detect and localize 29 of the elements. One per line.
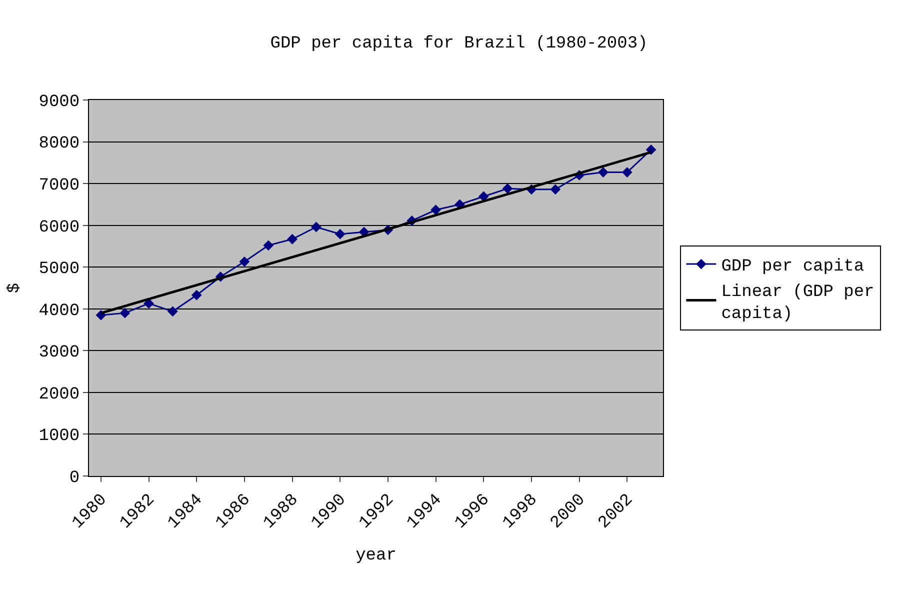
y-tick-label: 8000 [38, 134, 80, 154]
y-tick-label: 2000 [38, 385, 80, 404]
y-tick-label: 4000 [38, 302, 80, 321]
point [502, 183, 513, 194]
point [622, 167, 632, 178]
point [334, 228, 346, 240]
point [168, 306, 178, 317]
y-tick-label: 9000 [38, 92, 80, 112]
legend-label: Linear (GDP per capita) [721, 282, 874, 324]
point [598, 167, 608, 178]
point [550, 184, 561, 195]
point [311, 222, 322, 232]
chart-title: GDP per capita for Brazil (1980-2003) [270, 34, 648, 54]
y-tick-label: 0 [69, 468, 80, 488]
point [263, 240, 274, 251]
y-tick-label: 7000 [38, 176, 80, 196]
x-axis-title: year [356, 546, 396, 566]
point [478, 191, 489, 202]
point [430, 204, 441, 216]
y-tick-label: 5000 [38, 260, 80, 280]
y-tick-label: 1000 [38, 427, 80, 446]
y-axis-title: $ [5, 282, 24, 294]
point [120, 308, 130, 318]
y-tick-label: 6000 [38, 218, 80, 238]
y-tick-label: 3000 [38, 344, 80, 363]
point [191, 290, 202, 300]
point [287, 234, 298, 244]
legend-label: GDP per capita [721, 258, 864, 277]
point [239, 256, 250, 267]
